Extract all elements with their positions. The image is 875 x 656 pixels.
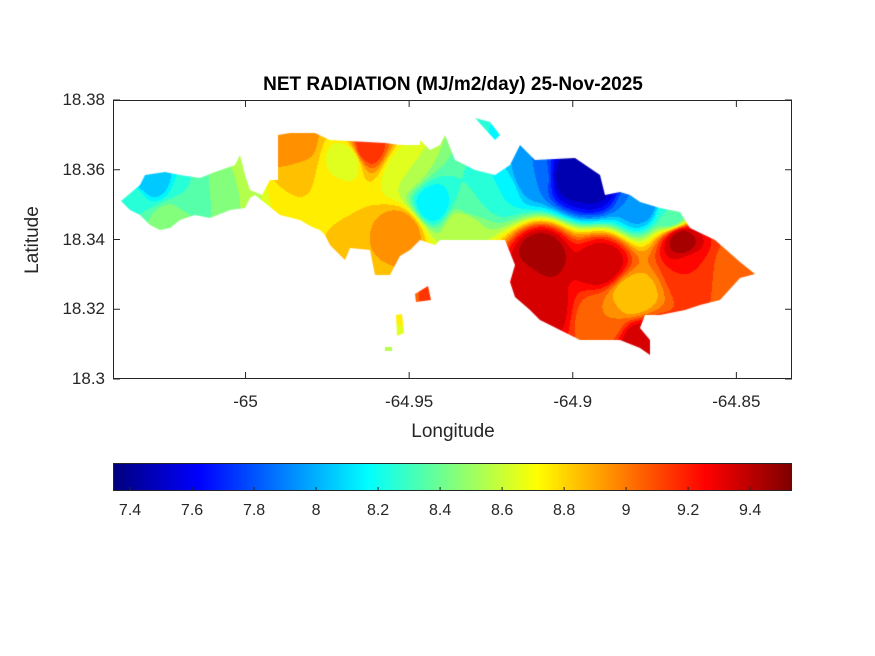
net-radiation-contour-map <box>113 100 792 379</box>
colorbar-tick-label: 8.6 <box>490 502 514 519</box>
chart-title: NET RADIATION (MJ/m2/day) 25-Nov-2025 <box>263 74 643 95</box>
colorbar-tick-label: 9.2 <box>677 502 700 519</box>
y-tick-label: 18.38 <box>62 90 105 109</box>
y-tick-label: 18.3 <box>71 369 105 388</box>
colorbar-tick-label: 8.4 <box>428 502 452 519</box>
colorbar <box>113 463 792 491</box>
colorbar-tick-label: 9 <box>621 502 631 519</box>
colorbar-tick-label: 7.6 <box>180 502 204 519</box>
x-axis-label: Longitude <box>411 421 495 442</box>
y-tick-label: 18.32 <box>62 299 105 319</box>
y-tick-label: 18.36 <box>62 159 105 179</box>
colorbar-tick-label: 8.8 <box>552 502 576 519</box>
colorbar-tick-label: 8 <box>311 502 321 519</box>
x-tick-label: -64.95 <box>385 392 434 411</box>
colorbar-tick-label: 8.2 <box>366 502 390 519</box>
x-tick-label: -64.9 <box>553 392 593 411</box>
colorbar-tick-label: 7.8 <box>242 502 266 519</box>
x-tick-label: -64.85 <box>712 392 761 411</box>
x-tick-label: -65 <box>233 392 258 411</box>
colorbar-tick-label: 7.4 <box>118 502 142 519</box>
y-tick-label: 18.34 <box>62 229 105 249</box>
colorbar-tick-label: 9.4 <box>739 502 762 519</box>
